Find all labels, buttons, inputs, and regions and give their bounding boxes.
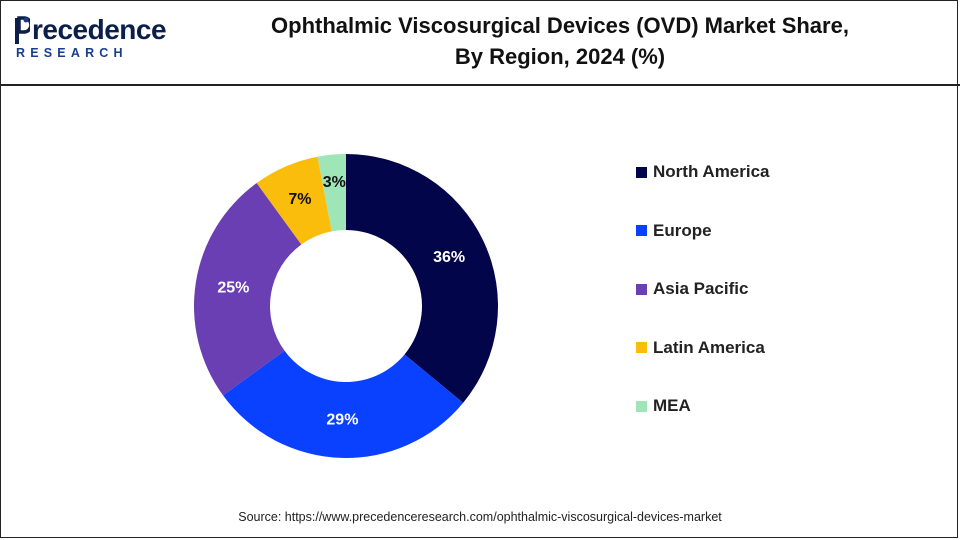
legend-swatch	[636, 166, 647, 178]
slice-north-america	[346, 154, 499, 403]
header: recedence RESEARCH Ophthalmic Viscosurgi…	[0, 0, 960, 86]
chart-title-line-2: By Region, 2024 (%)	[454, 44, 666, 69]
legend-label: Asia Pacific	[653, 279, 749, 299]
legend-label: North America	[653, 162, 770, 181]
legend-label: Europe	[653, 220, 712, 240]
brand-logo: recedence RESEARCH	[14, 14, 167, 64]
legend-swatch	[636, 225, 647, 237]
legend-swatch	[636, 283, 647, 295]
legend-item-asia-pacific: Asia Pacific	[636, 277, 770, 301]
logo-word: recedence	[32, 14, 167, 45]
data-label-europe: 29%	[326, 411, 358, 428]
legend-label: Latin America	[653, 337, 765, 357]
slice-latin-america	[256, 156, 332, 245]
chart-legend: North America Europe Asia Pacific Latin Ame…	[636, 160, 770, 453]
slice-europe	[223, 350, 464, 458]
legend-item-mea: MEA	[636, 394, 770, 418]
legend-item-north-america: North America	[636, 160, 770, 184]
legend-swatch	[636, 400, 647, 412]
data-label-mea: 3%	[323, 174, 346, 191]
legend-swatch	[636, 342, 647, 354]
data-label-asia-pacific: 25%	[217, 280, 249, 297]
slice-asia-pacific	[194, 183, 302, 396]
logo-p-icon	[15, 16, 30, 44]
data-label-north-america: 36%	[433, 249, 465, 266]
legend-item-europe: Europe	[636, 219, 770, 243]
logo-subtitle: RESEARCH	[16, 46, 128, 60]
data-label-latin-america: 7%	[288, 191, 311, 208]
legend-item-latin-america: Latin America	[636, 336, 770, 360]
source-note: Source: https://www.precedenceresearch.c…	[238, 510, 722, 524]
chart-title: Ophthalmic Viscosurgical Devices (OVD) M…	[200, 10, 920, 72]
slice-mea	[317, 154, 346, 232]
chart-title-line-1: Ophthalmic Viscosurgical Devices (OVD) M…	[271, 13, 849, 38]
legend-label: MEA	[653, 396, 691, 416]
